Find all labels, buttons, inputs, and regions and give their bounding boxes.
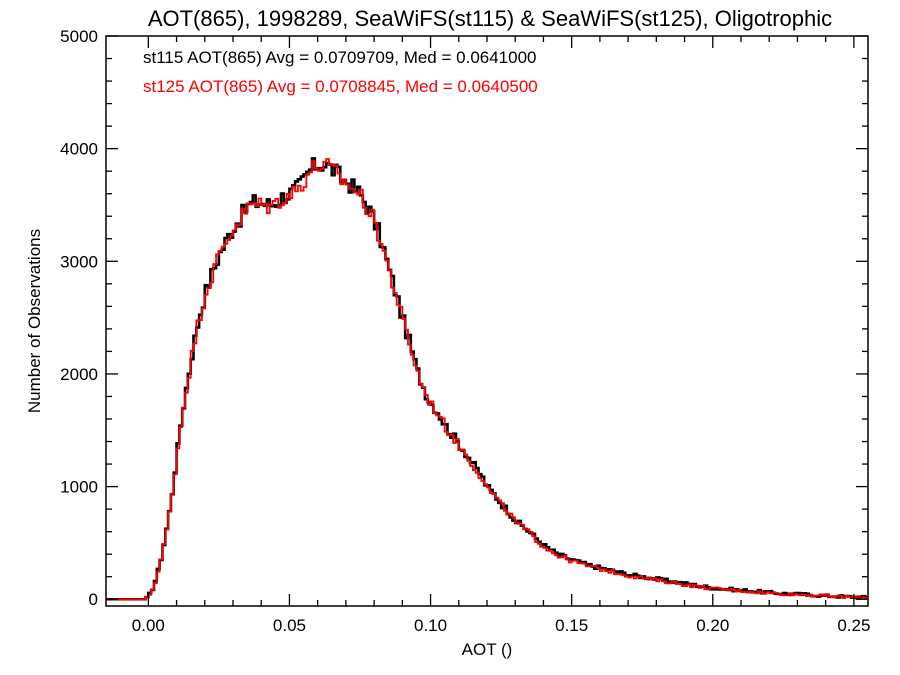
x-tick-label: 0.25 (837, 616, 870, 635)
annotation-st125: st125 AOT(865) Avg = 0.0708845, Med = 0.… (143, 77, 538, 96)
x-tick-label: 0.00 (132, 616, 165, 635)
y-tick-label: 1000 (60, 478, 98, 497)
series-line-0 (106, 157, 868, 601)
y-tick-label: 2000 (60, 365, 98, 384)
plot-frame (105, 35, 869, 607)
tick-layer: 0.00 0.05 0.10 0.15 0.20 0.25 0 1000 2000 3000 400… (60, 27, 870, 635)
y-tick-label: 4000 (60, 140, 98, 159)
series-layer (106, 157, 868, 601)
chart-title: AOT(865), 1998289, SeaWiFS(st115) & SeaW… (148, 6, 832, 31)
x-tick-label: 0.15 (555, 616, 588, 635)
x-tick-label: 0.10 (414, 616, 447, 635)
y-tick-label: 5000 (60, 27, 98, 46)
x-tick-label: 0.20 (696, 616, 729, 635)
y-axis-label: Number of Observations (25, 229, 44, 413)
y-tick-label: 0 (89, 590, 98, 609)
annotation-st115: st115 AOT(865) Avg = 0.0709709, Med = 0.… (143, 48, 537, 67)
series-line-1 (106, 158, 868, 601)
y-tick-label: 3000 (60, 252, 98, 271)
x-axis-label: AOT () (462, 640, 513, 659)
x-tick-label: 0.05 (273, 616, 306, 635)
